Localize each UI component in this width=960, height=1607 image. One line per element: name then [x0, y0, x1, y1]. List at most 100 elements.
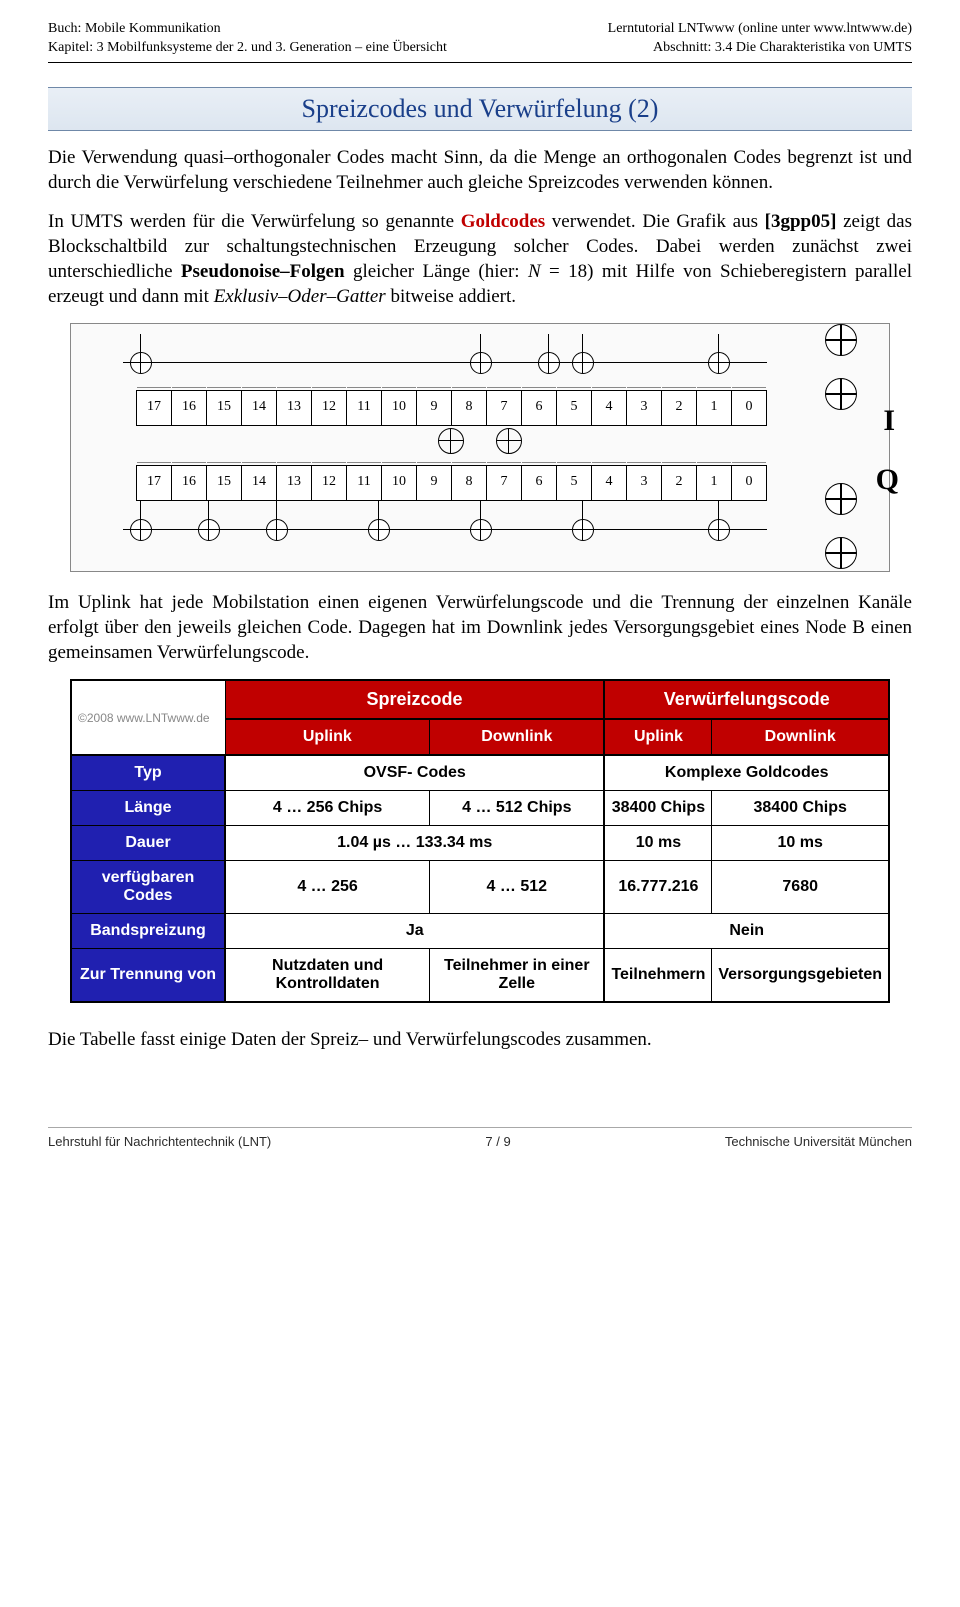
register-cell: 12: [311, 465, 347, 501]
th-uplink-2: Uplink: [604, 719, 711, 755]
tutorial-source: Lerntutorial LNTwww (online unter www.ln…: [608, 20, 912, 39]
table-cell: 4 … 256 Chips: [225, 791, 430, 826]
register-cell: 14: [241, 465, 277, 501]
register-cell: 16: [171, 465, 207, 501]
register-cell: 10: [381, 465, 417, 501]
th-verwuerfel: Verwürfelungscode: [604, 680, 889, 719]
xor-icon: [572, 352, 594, 374]
xor-icon: [708, 519, 730, 541]
chapter-title: Kapitel: 3 Mobilfunksysteme der 2. und 3…: [48, 39, 447, 58]
table-cell: 7680: [712, 861, 889, 914]
register-cell: 2: [661, 390, 697, 426]
paragraph-4: Die Tabelle fasst einige Daten der Sprei…: [48, 1027, 912, 1052]
combining-xor-row: [83, 426, 877, 465]
register-cell: 3: [626, 465, 662, 501]
table-cell: Teilnehmern: [604, 949, 711, 1003]
table-cell: Nutzdaten und Kontrolldaten: [225, 949, 430, 1003]
table-corner: ©2008 www.LNTwww.de: [71, 680, 225, 755]
register-cell: 4: [591, 390, 627, 426]
xor-icon: [130, 352, 152, 374]
register-cell: 10: [381, 390, 417, 426]
table-cell: 10 ms: [712, 826, 889, 861]
row-header: verfügbaren Codes: [71, 861, 225, 914]
lower-feedback-wires: [123, 501, 857, 557]
title-band: Spreizcodes und Verwürfelung (2): [48, 87, 912, 131]
header-right: Lerntutorial LNTwww (online unter www.ln…: [608, 20, 912, 58]
table-cell: 10 ms: [604, 826, 711, 861]
register-cell: 0: [731, 390, 767, 426]
row-header: Typ: [71, 755, 225, 791]
xor-icon: [266, 519, 288, 541]
register-cell: 7: [486, 465, 522, 501]
xor-icon: [470, 352, 492, 374]
register-cell: 13: [276, 390, 312, 426]
xor-icon: [708, 352, 730, 374]
table-cell: Teilnehmer in einer Zelle: [430, 949, 605, 1003]
register-cell: 12: [311, 390, 347, 426]
register-cell: 16: [171, 390, 207, 426]
xor-icon: [198, 519, 220, 541]
n-var: N: [528, 261, 541, 282]
table-cell: 4 … 512: [430, 861, 605, 914]
register-cell: 6: [521, 465, 557, 501]
register-cell: 7: [486, 390, 522, 426]
register-cell: 6: [521, 390, 557, 426]
upper-feedback-wires: [123, 334, 857, 390]
register-cell: 11: [346, 390, 382, 426]
xor-icon: [572, 519, 594, 541]
th-spreizcode: Spreizcode: [225, 680, 604, 719]
xor-icon: [470, 519, 492, 541]
th-uplink-1: Uplink: [225, 719, 430, 755]
table-cell: Komplexe Goldcodes: [604, 755, 889, 791]
footer-left: Lehrstuhl für Nachrichtentechnik (LNT): [48, 1134, 271, 1149]
register-cell: 11: [346, 465, 382, 501]
page-header: Buch: Mobile Kommunikation Kapitel: 3 Mo…: [48, 20, 912, 58]
register-cell: 17: [136, 465, 172, 501]
register-cell: 9: [416, 390, 452, 426]
register-cell: 4: [591, 465, 627, 501]
register-cell: 5: [556, 465, 592, 501]
register-cell: 8: [451, 465, 487, 501]
goldcodes-term: Goldcodes: [461, 211, 545, 232]
paragraph-1: Die Verwendung quasi–orthogonaler Codes …: [48, 145, 912, 195]
register-cell: 14: [241, 390, 277, 426]
register-cell: 8: [451, 390, 487, 426]
paragraph-2: In UMTS werden für die Verwürfelung so g…: [48, 209, 912, 309]
register-cell: 1: [696, 390, 732, 426]
th-downlink-2: Downlink: [712, 719, 889, 755]
register-cell: 5: [556, 390, 592, 426]
register-cell: 13: [276, 465, 312, 501]
header-left: Buch: Mobile Kommunikation Kapitel: 3 Mo…: [48, 20, 447, 58]
footer-right: Technische Universität München: [725, 1134, 912, 1149]
pn-term: Pseudonoise–Folgen: [181, 261, 345, 282]
table-cell: OVSF- Codes: [225, 755, 604, 791]
table-cell: 1.04 µs … 133.34 ms: [225, 826, 604, 861]
lower-register-block: Q 01234567891011121314151617: [83, 465, 877, 557]
table-cell: Ja: [225, 914, 604, 949]
table-cell: 4 … 256: [225, 861, 430, 914]
page-footer: Lehrstuhl für Nachrichtentechnik (LNT) 7…: [48, 1127, 912, 1167]
para1-text: Die Verwendung quasi–orthogonaler Codes …: [48, 147, 912, 193]
footer-page-number: 7 / 9: [485, 1134, 510, 1149]
xor-icon: [825, 378, 857, 410]
table-cell: Nein: [604, 914, 889, 949]
row-header: Dauer: [71, 826, 225, 861]
xor-icon: [825, 324, 857, 356]
register-cell: 15: [206, 465, 242, 501]
table-cell: 38400 Chips: [712, 791, 889, 826]
table-cell: Versorgungsgebieten: [712, 949, 889, 1003]
xor-term: Exklusiv–Oder–Gatter: [214, 286, 386, 307]
i-output-label: I: [883, 404, 895, 438]
table-cell: 16.777.216: [604, 861, 711, 914]
register-cell: 1: [696, 465, 732, 501]
register-cell: 15: [206, 390, 242, 426]
q-output-label: Q: [876, 463, 899, 497]
paragraph-3: Im Uplink hat jede Mobilstation einen ei…: [48, 590, 912, 665]
codes-comparison-table: ©2008 www.LNTwww.de Spreizcode Verwürfel…: [70, 679, 890, 1003]
row-header: Zur Trennung von: [71, 949, 225, 1003]
register-cell: 2: [661, 465, 697, 501]
xor-icon: [538, 352, 560, 374]
xor-icon: [496, 428, 522, 454]
lower-shift-register: 01234567891011121314151617: [123, 465, 877, 501]
register-cell: 17: [136, 390, 172, 426]
